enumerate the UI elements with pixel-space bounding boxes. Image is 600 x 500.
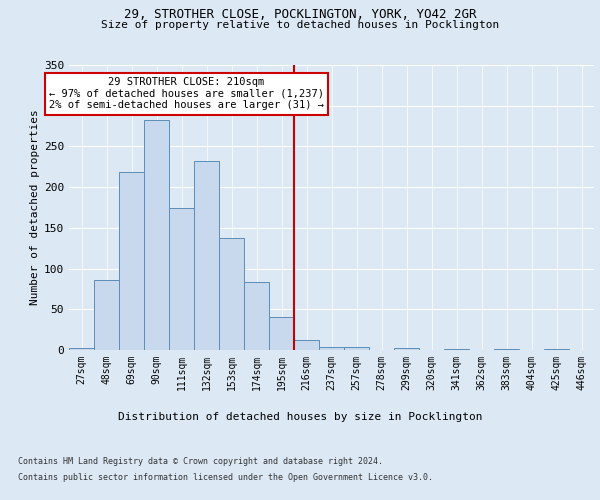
Bar	[194, 161, 219, 350]
Bar	[94, 280, 119, 350]
Text: 29, STROTHER CLOSE, POCKLINGTON, YORK, YO42 2GR: 29, STROTHER CLOSE, POCKLINGTON, YORK, Y…	[124, 8, 476, 20]
Bar	[444, 349, 469, 350]
Bar	[169, 208, 194, 350]
Bar	[544, 349, 569, 350]
Bar	[244, 282, 269, 350]
Text: Contains public sector information licensed under the Open Government Licence v3: Contains public sector information licen…	[18, 472, 433, 482]
Text: Size of property relative to detached houses in Pocklington: Size of property relative to detached ho…	[101, 20, 499, 30]
Text: 29 STROTHER CLOSE: 210sqm
← 97% of detached houses are smaller (1,237)
2% of sem: 29 STROTHER CLOSE: 210sqm ← 97% of detac…	[49, 77, 324, 110]
Bar	[269, 318, 294, 350]
Bar	[294, 340, 319, 350]
Y-axis label: Number of detached properties: Number of detached properties	[30, 110, 40, 306]
Bar	[69, 348, 94, 350]
Bar	[319, 346, 344, 350]
Bar	[494, 349, 519, 350]
Bar	[144, 120, 169, 350]
Bar	[394, 348, 419, 350]
Text: Contains HM Land Registry data © Crown copyright and database right 2024.: Contains HM Land Registry data © Crown c…	[18, 458, 383, 466]
Bar	[344, 346, 369, 350]
Bar	[219, 238, 244, 350]
Text: Distribution of detached houses by size in Pocklington: Distribution of detached houses by size …	[118, 412, 482, 422]
Bar	[119, 172, 144, 350]
